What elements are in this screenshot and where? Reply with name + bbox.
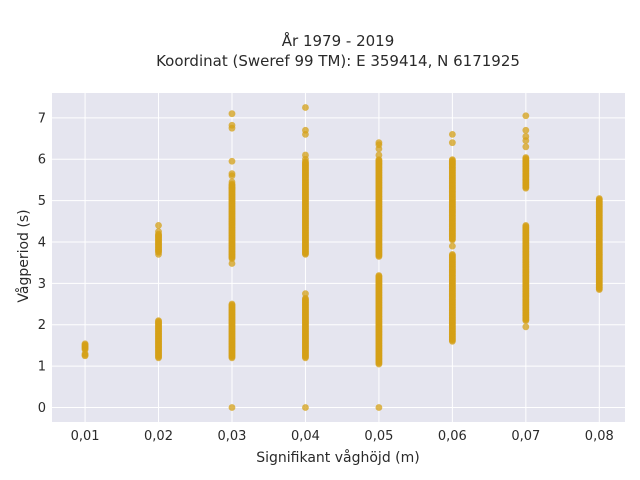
data-point xyxy=(228,404,236,411)
x-tick-label: 0,03 xyxy=(218,429,247,444)
data-point xyxy=(302,126,309,134)
x-tick-label: 0,04 xyxy=(291,429,320,444)
data-point xyxy=(522,222,530,229)
data-point xyxy=(228,184,236,192)
data-point xyxy=(155,317,162,325)
x-tick-label: 0,02 xyxy=(144,429,173,444)
data-point xyxy=(375,151,383,159)
data-point xyxy=(228,170,236,178)
y-tick-label: 6 xyxy=(38,153,46,168)
data-point xyxy=(522,143,530,151)
data-point xyxy=(228,300,236,308)
data-point xyxy=(302,104,309,111)
x-axis-label: Signifikant våghöjd (m) xyxy=(256,449,419,466)
data-point xyxy=(81,350,89,358)
plot-area xyxy=(52,93,625,422)
data-point xyxy=(155,228,162,236)
data-point xyxy=(302,404,309,411)
y-tick-label: 3 xyxy=(38,277,46,292)
data-point xyxy=(448,139,456,147)
x-tick-label: 0,06 xyxy=(438,429,467,444)
data-point xyxy=(448,250,456,258)
x-tick-label: 0,01 xyxy=(71,429,100,444)
y-tick-label: 5 xyxy=(38,194,46,209)
chart-title: År 1979 - 2019 xyxy=(282,31,395,50)
y-tick-label: 2 xyxy=(38,318,46,333)
data-point xyxy=(155,250,162,258)
chart-subtitle: Koordinat (Sweref 99 TM): E 359414, N 61… xyxy=(156,52,520,70)
data-point xyxy=(375,404,383,411)
data-point xyxy=(228,178,236,186)
data-point xyxy=(375,272,383,279)
data-point xyxy=(595,195,603,202)
data-point xyxy=(81,340,89,348)
data-point xyxy=(522,323,530,331)
data-point xyxy=(448,156,456,164)
data-point xyxy=(375,139,383,147)
data-point xyxy=(228,110,236,118)
y-axis-label: Vågperiod (s) xyxy=(15,209,32,302)
x-tick-label: 0,07 xyxy=(511,429,540,444)
data-point xyxy=(228,260,236,267)
x-tick-label: 0,05 xyxy=(364,429,393,444)
y-tick-label: 1 xyxy=(38,360,46,375)
data-point xyxy=(302,290,309,298)
data-point xyxy=(522,126,530,134)
data-point xyxy=(522,154,530,161)
data-point xyxy=(448,242,456,250)
y-axis-ticks: 0 1 2 3 4 5 6 7 xyxy=(38,111,46,416)
data-point xyxy=(522,112,530,120)
y-tick-label: 4 xyxy=(38,235,46,250)
data-point xyxy=(302,151,309,159)
x-axis-ticks: 0,01 0,02 0,03 0,04 0,05 0,06 0,07 0,08 xyxy=(71,429,614,444)
data-point xyxy=(155,222,162,229)
y-tick-label: 7 xyxy=(38,111,46,126)
data-point xyxy=(448,130,456,138)
data-point xyxy=(228,157,236,165)
x-tick-label: 0,08 xyxy=(585,429,614,444)
y-tick-label: 0 xyxy=(38,401,46,416)
data-points xyxy=(81,104,603,411)
data-point xyxy=(522,133,530,140)
data-point xyxy=(228,121,236,129)
